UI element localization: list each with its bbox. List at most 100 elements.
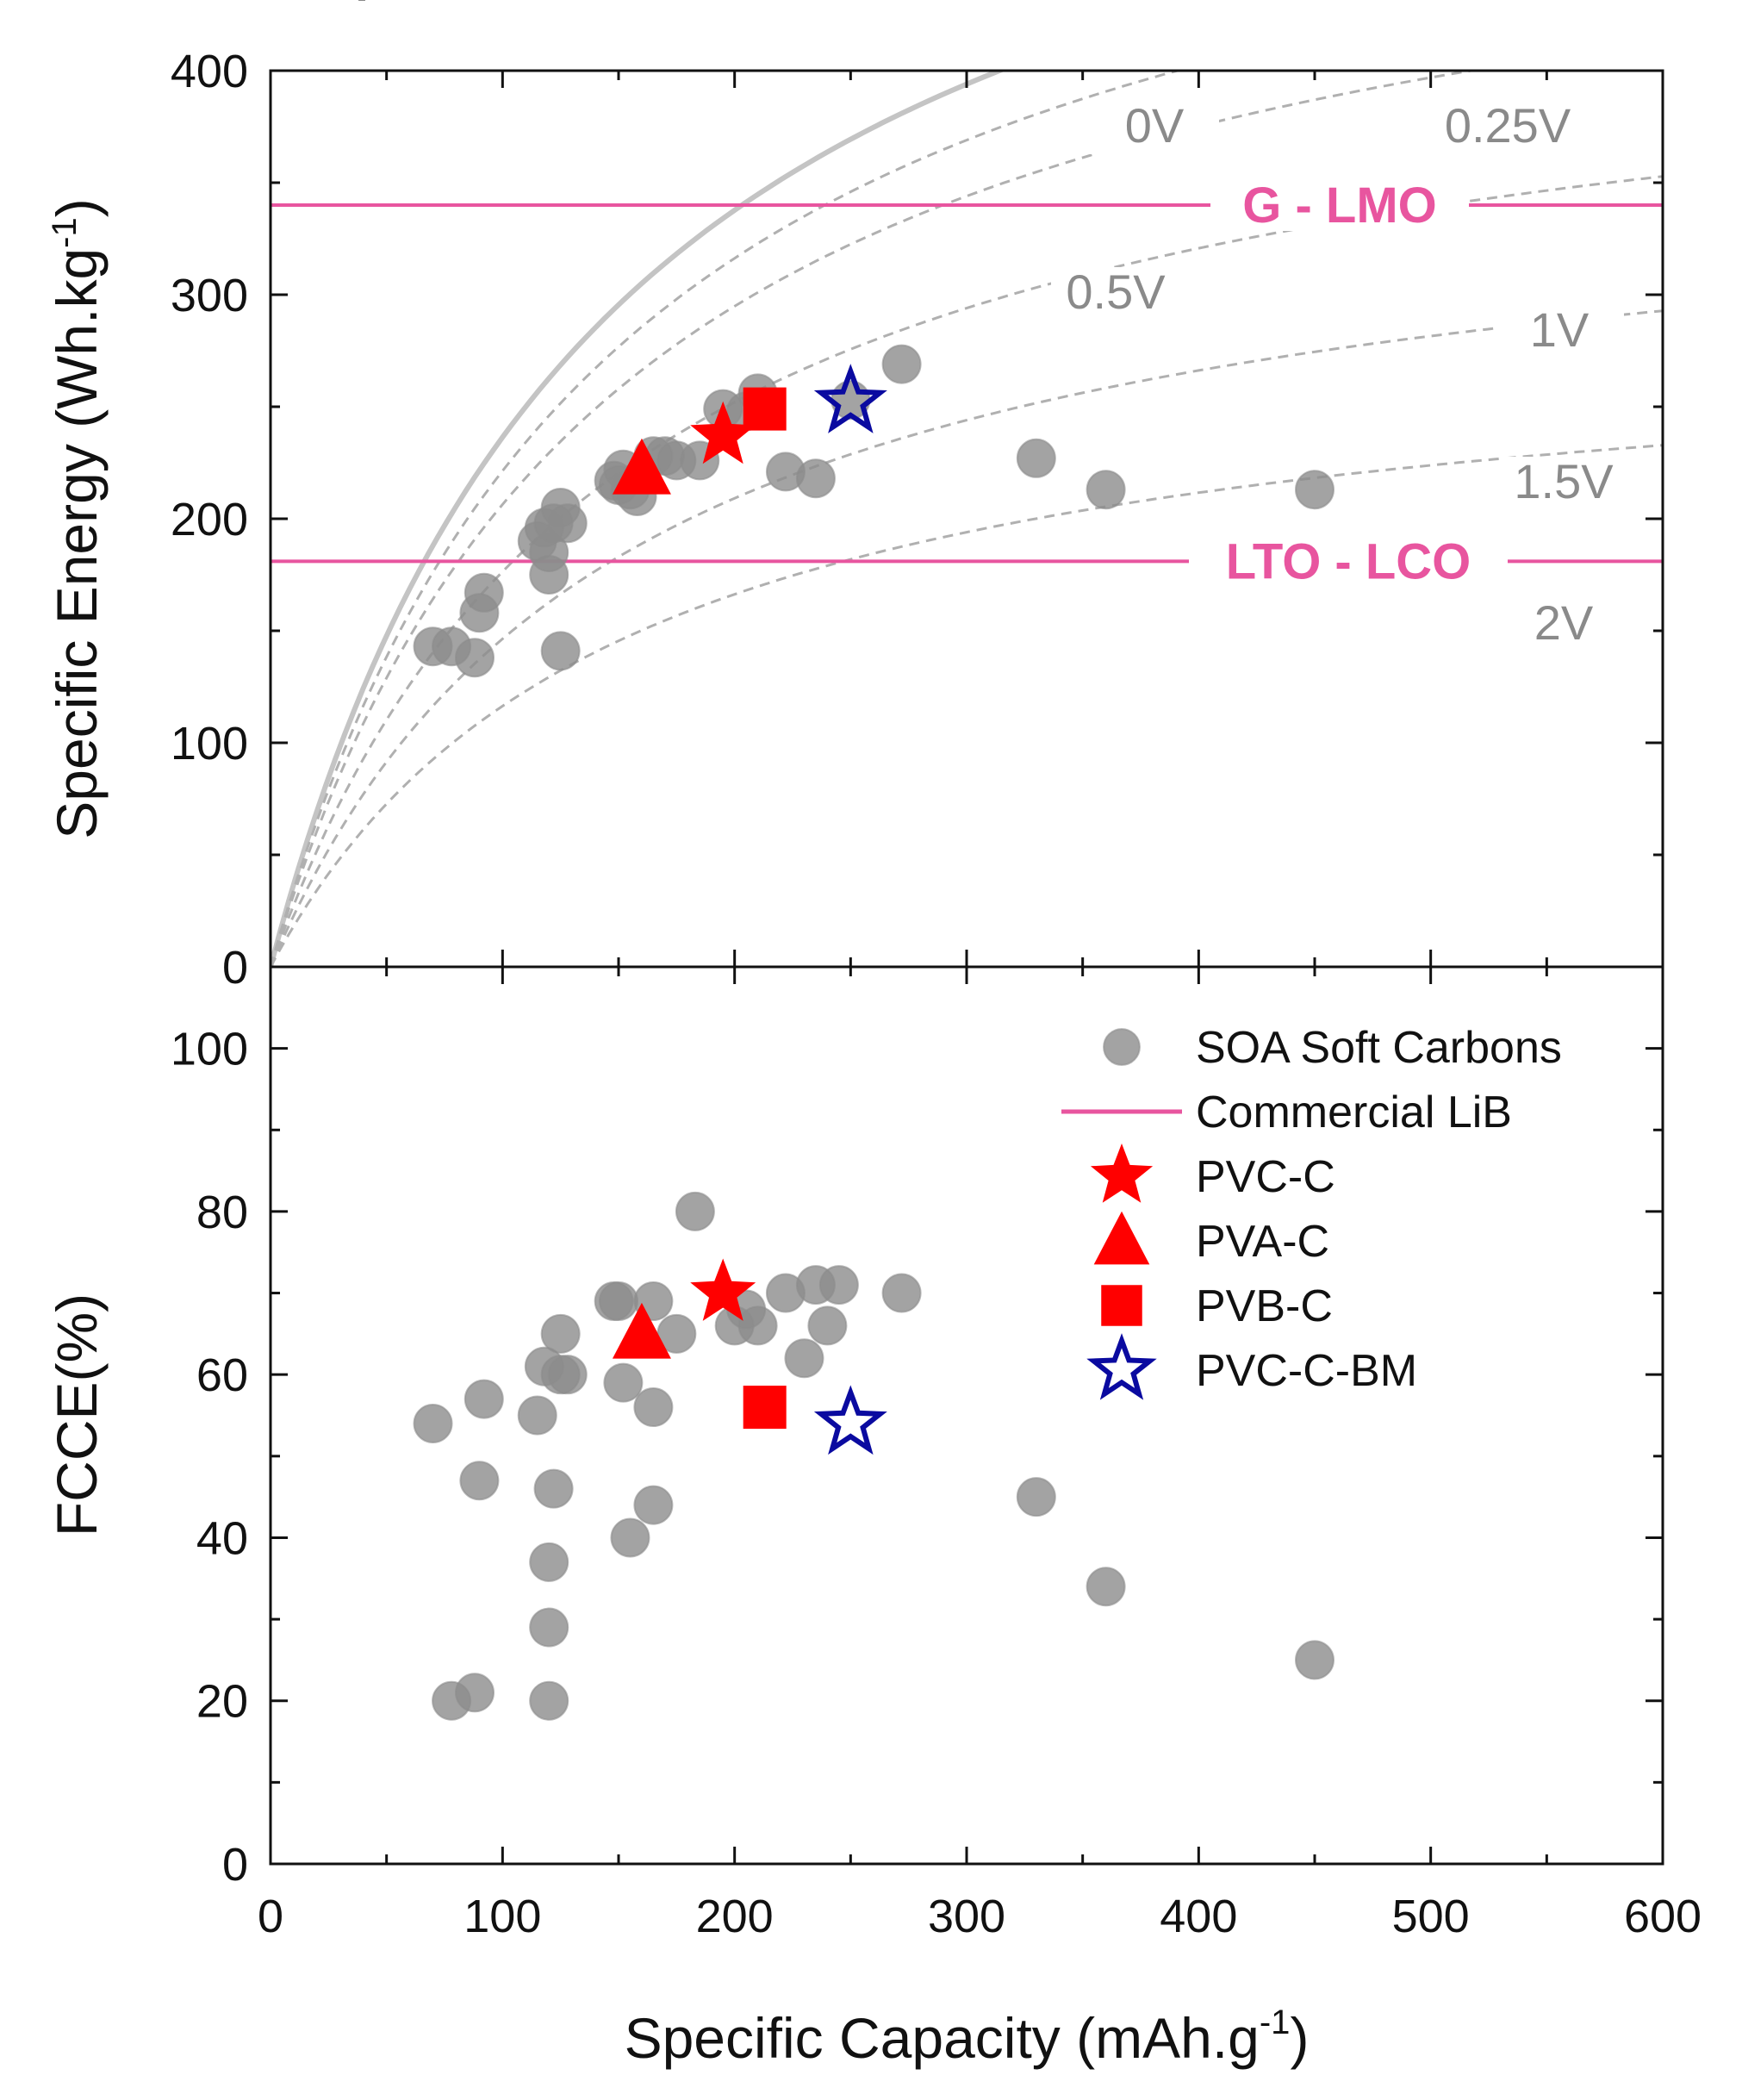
x-tick-label: 200 bbox=[696, 1891, 774, 1942]
voltage-label-bg bbox=[1090, 101, 1219, 154]
top-y-tick-label: 300 bbox=[171, 270, 248, 321]
legend-label: PVB-C bbox=[1196, 1281, 1333, 1331]
x-tick-label: 400 bbox=[1160, 1891, 1237, 1942]
voltage-curve-1V bbox=[271, 175, 1663, 967]
soa-soft-carbon-point bbox=[1086, 1567, 1126, 1607]
voltage-curve-label: 0.25V bbox=[1445, 98, 1571, 153]
soa-soft-carbon-point bbox=[540, 1313, 581, 1354]
x-tick-label: 0 bbox=[258, 1891, 283, 1942]
bottom-y-tick-label: 80 bbox=[196, 1187, 248, 1238]
pvc-c-point bbox=[690, 1258, 756, 1321]
x-axis-title-sup: -1 bbox=[1260, 2003, 1291, 2041]
legend-label: PVA-C bbox=[1196, 1217, 1329, 1267]
soa-soft-carbon-point bbox=[529, 555, 569, 595]
voltage-curve-label: 0.5V bbox=[1066, 265, 1166, 319]
soa-soft-carbon-point bbox=[1086, 470, 1126, 510]
pvc-c-bm-point bbox=[813, 364, 887, 433]
bottom-y-tick-label: 0 bbox=[222, 1839, 248, 1891]
voltage-curve-2V bbox=[271, 444, 1663, 967]
x-axis-title-close: ) bbox=[1290, 2006, 1309, 2070]
x-tick-label: 500 bbox=[1392, 1891, 1470, 1942]
soa-soft-carbon-point bbox=[784, 1338, 824, 1379]
voltage-curve-label: 1.5V bbox=[1514, 454, 1614, 508]
top-panel: G - LMO LTO - LCO 0V 0.25V 0.5V 1V 1.5V 2V 0 100 2… bbox=[45, 46, 1664, 994]
reference-label: LTO - LCO bbox=[1226, 533, 1471, 589]
soa-soft-carbon-point bbox=[1295, 470, 1334, 510]
soa-soft-carbon-point bbox=[881, 344, 922, 384]
top-y-tick-label: 200 bbox=[171, 494, 248, 545]
bottom-y-axis-title: FCCE(%) bbox=[45, 1293, 109, 1536]
bottom-y-tick-label: 60 bbox=[196, 1349, 248, 1401]
top-y-tick-label: 0 bbox=[222, 942, 248, 994]
x-axis-title: Specific Capacity (mAh.g-1) bbox=[625, 2003, 1310, 2070]
soa-soft-carbon-point bbox=[463, 1379, 504, 1419]
soa-soft-carbon-point bbox=[413, 1403, 453, 1443]
soa-soft-carbon-point bbox=[603, 1362, 644, 1403]
soa-soft-carbon-point bbox=[1016, 438, 1056, 478]
top-y-axis-title-close: ) bbox=[45, 198, 109, 217]
voltage-curve-label: 1V bbox=[1530, 302, 1590, 357]
soa-soft-carbon-point bbox=[633, 1485, 674, 1525]
pvb-c-point bbox=[743, 387, 787, 431]
soa-soft-carbon-point bbox=[547, 503, 588, 544]
soa-soft-carbon-point bbox=[599, 1281, 638, 1322]
soa-soft-carbon-point bbox=[463, 572, 504, 613]
voltage-label-bg bbox=[1495, 305, 1624, 358]
soa-soft-carbon-point bbox=[529, 1607, 569, 1648]
soa-soft-carbon-point bbox=[529, 1542, 569, 1582]
bottom-y-tick-label: 40 bbox=[196, 1512, 248, 1564]
soa-soft-carbon-point bbox=[610, 1517, 650, 1558]
soa-soft-carbon-point bbox=[455, 1673, 495, 1713]
soa-soft-carbon-point bbox=[455, 638, 495, 678]
voltage-curve-label: 0V bbox=[1125, 98, 1185, 153]
x-tick-label: 100 bbox=[463, 1891, 541, 1942]
x-tick-label: 300 bbox=[928, 1891, 1005, 1942]
soa-soft-carbon-point bbox=[1016, 1477, 1056, 1517]
legend-marker-pva-c bbox=[1093, 1211, 1150, 1265]
legend-marker-soa-soft-carbons bbox=[1103, 1028, 1141, 1066]
legend-marker-pvc-c-bm bbox=[1086, 1333, 1157, 1400]
voltage-label-bg bbox=[1499, 457, 1628, 510]
voltage-curve-1_5V bbox=[271, 309, 1663, 967]
soa-soft-carbon-point bbox=[795, 458, 836, 499]
legend-marker-pvc-c bbox=[1090, 1143, 1154, 1203]
soa-soft-carbon-point bbox=[533, 1468, 574, 1509]
pvc-c-point bbox=[690, 401, 756, 464]
pva-c-point bbox=[612, 1302, 671, 1359]
top-y-axis-title-sup: -1 bbox=[46, 217, 84, 248]
legend-marker-pvb-c bbox=[1101, 1285, 1142, 1326]
soa-soft-carbon-point bbox=[517, 1395, 557, 1436]
soa-soft-carbon-point bbox=[540, 631, 581, 671]
soa-soft-carbon-point bbox=[529, 1680, 569, 1721]
x-axis-title-main: Specific Capacity (mAh.g bbox=[625, 2006, 1260, 2070]
voltage-curve-0_5V bbox=[271, 71, 1479, 967]
voltage-curve-label: 2V bbox=[1534, 595, 1594, 650]
voltage-label-bg bbox=[1051, 267, 1180, 321]
voltage-label-bg bbox=[1499, 598, 1628, 651]
legend-label: Commercial LiB bbox=[1196, 1087, 1512, 1137]
soa-soft-carbon-point bbox=[818, 1265, 859, 1305]
voltage-label-bg bbox=[1443, 101, 1572, 154]
legend-label: PVC-C bbox=[1196, 1152, 1335, 1202]
bottom-panel: 0 20 40 60 80 100 0 100 200 300 400 500 600 FCCE(%) Sp… bbox=[45, 965, 1702, 2070]
soa-soft-carbon-point bbox=[459, 1461, 500, 1501]
top-y-tick-label: 400 bbox=[171, 46, 248, 97]
soa-soft-carbon-point bbox=[1295, 1640, 1334, 1680]
top-y-axis-title: Specific Energy (Wh.kg-1) bbox=[45, 198, 109, 838]
x-tick-label: 600 bbox=[1624, 1891, 1702, 1942]
bottom-y-tick-label: 20 bbox=[196, 1676, 248, 1728]
soa-soft-carbon-point bbox=[675, 1191, 715, 1231]
bottom-y-tick-label: 100 bbox=[171, 1024, 248, 1075]
pvb-c-point bbox=[743, 1386, 787, 1430]
reference-label-bg bbox=[1210, 179, 1469, 231]
legend-label: SOA Soft Carbons bbox=[1196, 1023, 1562, 1073]
soa-soft-carbon-point bbox=[807, 1305, 848, 1346]
soa-soft-carbon-point bbox=[540, 1355, 581, 1395]
soa-soft-carbon-point bbox=[633, 1387, 674, 1428]
voltage-curve-0_25V bbox=[271, 71, 1183, 967]
legend: SOA Soft Carbons Commercial LiB PVC-C PVA-C… bbox=[1061, 1023, 1562, 1400]
header-text-fragment: p bbox=[353, 0, 396, 2]
soa-soft-carbon-point bbox=[881, 1273, 922, 1313]
soa-soft-carbon-point bbox=[737, 1305, 778, 1346]
